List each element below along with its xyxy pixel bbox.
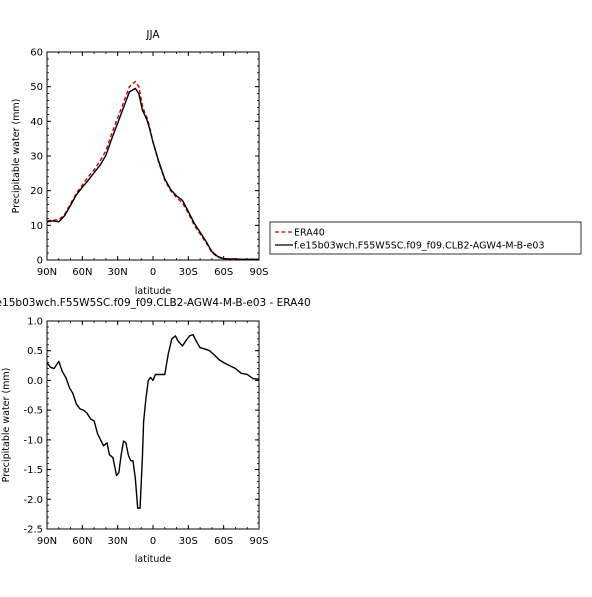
bottom-y-tick-label: -1.5 — [23, 465, 43, 476]
top-x-tick-label: 30S — [179, 267, 198, 278]
bottom-y-tick-label: -2.0 — [23, 495, 43, 506]
bottom-y-tick-label: -1.0 — [23, 435, 43, 446]
bottom-y-tick-label: 0.0 — [27, 376, 43, 387]
legend: ERA40 f.e15b03wch.F55W5SC.f09_f09.CLB2-A… — [269, 221, 582, 255]
top-plot-frame — [46, 51, 260, 261]
top-x-tick-label: 90S — [249, 267, 268, 278]
top-x-tick-label: 30N — [108, 267, 128, 278]
bottom-chart-title: f.e15b03wch.F55W5SC.f09_f09.CLB2-AGW4-M-… — [0, 297, 311, 309]
top-chart-title: JJA — [145, 29, 160, 41]
bottom-x-tick-label: 90S — [249, 536, 268, 547]
bottom-x-tick-label: 60N — [72, 536, 92, 547]
bottom-y-tick-label: -2.5 — [23, 525, 43, 536]
top-y-axis-label: Precipitable water (mm) — [11, 99, 22, 214]
legend-label-model: f.e15b03wch.F55W5SC.f09_f09.CLB2-AGW4-M-… — [294, 241, 545, 252]
top-y-tick-label: 40 — [30, 117, 43, 128]
top-y-tick-label: 0 — [37, 256, 43, 267]
bottom-x-axis-label: latitude — [135, 554, 172, 565]
bottom-x-tick-label: 30N — [108, 536, 128, 547]
bottom-x-tick-label: 90N — [37, 536, 57, 547]
top-y-tick-label: 10 — [30, 221, 43, 232]
bottom-series-line — [46, 333, 260, 509]
top-x-axis-label: latitude — [135, 286, 172, 297]
bottom-y-axis-label: Precipitable water (mm) — [1, 368, 12, 483]
bottom-y-tick-label: 0.5 — [27, 346, 43, 357]
top-x-tick-label: 90N — [37, 267, 57, 278]
bottom-x-tick-label: 60S — [214, 536, 233, 547]
bottom-x-tick-label: 30S — [179, 536, 198, 547]
top-y-tick-label: 60 — [30, 48, 43, 59]
bottom-series-line-0 — [46, 333, 260, 509]
top-x-tick-label: 60N — [72, 267, 92, 278]
top-series-line-1 — [46, 87, 259, 261]
bottom-y-tick-label: -0.5 — [23, 406, 43, 417]
bottom-plot-frame — [46, 320, 260, 530]
difference-panel: f.e15b03wch.F55W5SC.f09_f09.CLB2-AGW4-M-… — [0, 297, 311, 565]
top-series-line-0 — [46, 80, 259, 261]
legend-frame — [269, 221, 582, 255]
top-series-lines — [46, 80, 259, 261]
top-axis-ticks: 0 10 20 30 40 50 60 90N 60N 30N 0 30S 60S 90S — [30, 48, 268, 279]
top-x-tick-label: 60S — [214, 267, 233, 278]
bottom-y-tick-label: 1.0 — [27, 317, 43, 328]
legend-label-era40: ERA40 — [294, 228, 325, 239]
top-y-tick-label: 50 — [30, 82, 43, 93]
top-y-tick-label: 20 — [30, 186, 43, 197]
mean-panel: JJA 0 10 20 30 40 50 60 90N 60N 30N 0 30S 60S 90S Pre… — [11, 29, 269, 297]
top-y-tick-label: 30 — [30, 152, 43, 163]
bottom-x-tick-label: 0 — [150, 536, 156, 547]
top-x-tick-label: 0 — [150, 267, 156, 278]
